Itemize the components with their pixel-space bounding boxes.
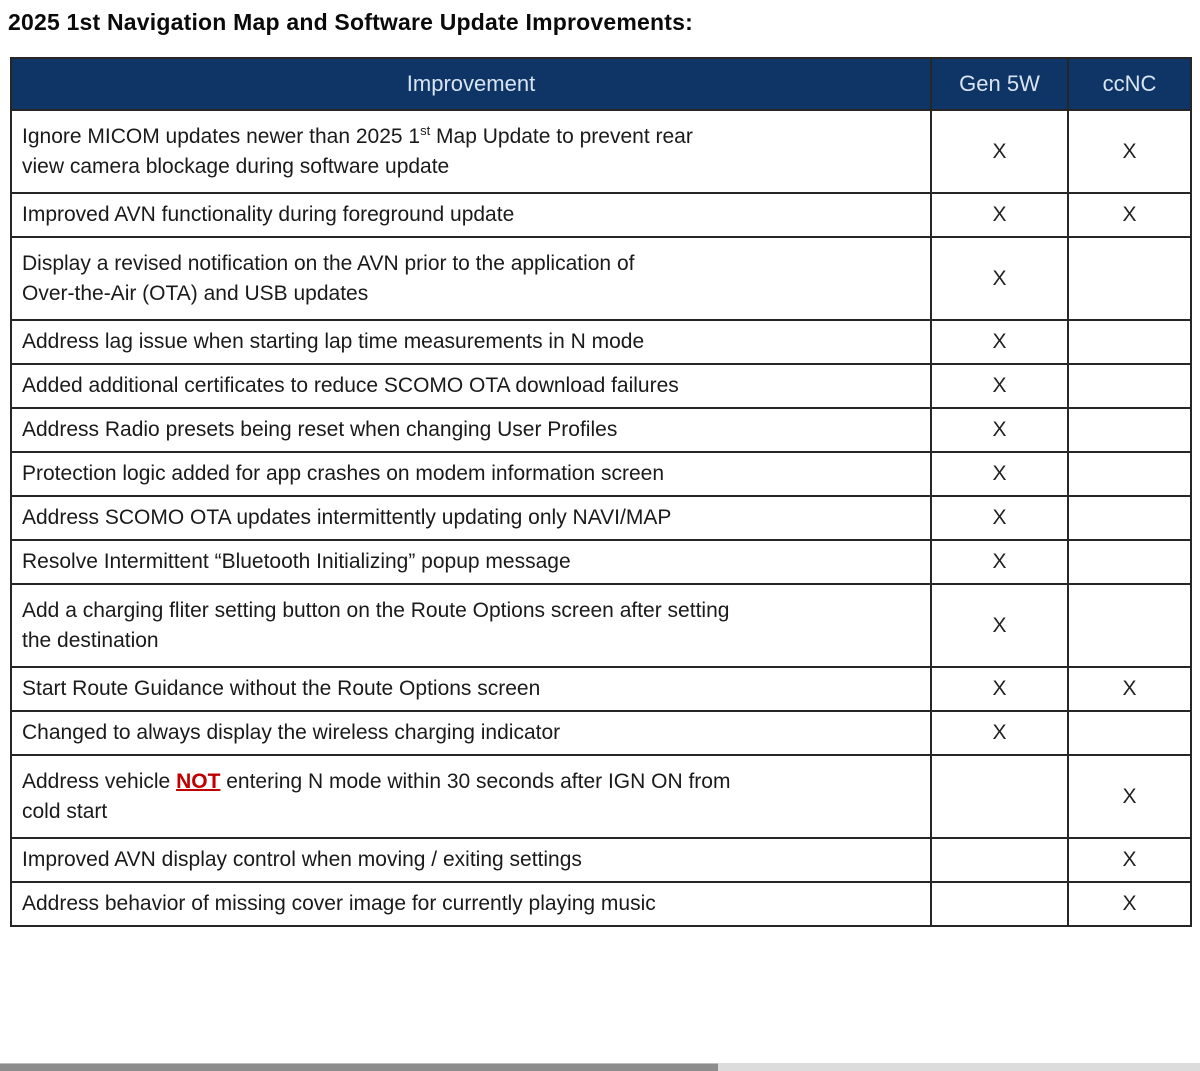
- gen5w-cell: X: [930, 451, 1069, 497]
- table-header-row: Improvement Gen 5W ccNC: [10, 57, 1192, 111]
- gen5w-cell: [930, 754, 1069, 839]
- improvements-table: Improvement Gen 5W ccNC Ignore MICOM upd…: [10, 57, 1192, 927]
- gen5w-cell: X: [930, 495, 1069, 541]
- ccnc-cell: [1067, 451, 1192, 497]
- table-row: Improved AVN display control when moving…: [10, 837, 1192, 883]
- improvement-text: Address SCOMO OTA updates intermittently…: [22, 506, 672, 530]
- improvement-text: Address vehicle: [22, 769, 177, 793]
- improvement-text: Display a revised notification on the AV…: [22, 251, 635, 275]
- improvement-cell: Ignore MICOM updates newer than 2025 1st…: [10, 109, 932, 194]
- table-body: Ignore MICOM updates newer than 2025 1st…: [10, 109, 1192, 927]
- table-row: Resolve Intermittent “Bluetooth Initiali…: [10, 539, 1192, 585]
- ccnc-cell: X: [1067, 109, 1192, 194]
- improvement-cell: Added additional certificates to reduce …: [10, 363, 932, 409]
- table-row: Ignore MICOM updates newer than 2025 1st…: [10, 109, 1192, 194]
- improvement-cell: Start Route Guidance without the Route O…: [10, 666, 932, 712]
- gen5w-cell: X: [930, 319, 1069, 365]
- gen5w-cell: X: [930, 539, 1069, 585]
- table-row: Add a charging fliter setting button on …: [10, 583, 1192, 668]
- improvement-text: Address lag issue when starting lap time…: [22, 330, 645, 354]
- table-row: Address lag issue when starting lap time…: [10, 319, 1192, 365]
- improvement-text: Added additional certificates to reduce …: [22, 374, 679, 398]
- improvement-text: Protection logic added for app crashes o…: [22, 462, 665, 486]
- improvement-cell: Address SCOMO OTA updates intermittently…: [10, 495, 932, 541]
- improvement-text: view camera blockage during software upd…: [22, 154, 450, 178]
- table-row: Address vehicle NOT entering N mode with…: [10, 754, 1192, 839]
- page-title: 2025 1st Navigation Map and Software Upd…: [8, 9, 693, 35]
- ccnc-cell: [1067, 319, 1192, 365]
- improvement-text: Over-the-Air (OTA) and USB updates: [22, 281, 369, 305]
- gen5w-cell: X: [930, 236, 1069, 321]
- improvement-cell: Address vehicle NOT entering N mode with…: [10, 754, 932, 839]
- gen5w-cell: X: [930, 192, 1069, 238]
- ccnc-cell: X: [1067, 192, 1192, 238]
- gen5w-cell: X: [930, 583, 1069, 668]
- superscript-text: st: [420, 122, 431, 138]
- improvement-cell: Protection logic added for app crashes o…: [10, 451, 932, 497]
- improvement-cell: Address Radio presets being reset when c…: [10, 407, 932, 453]
- ccnc-cell: X: [1067, 837, 1192, 883]
- ccnc-cell: [1067, 407, 1192, 453]
- ccnc-cell: [1067, 583, 1192, 668]
- progress-bar[interactable]: [0, 1063, 1200, 1071]
- gen5w-cell: X: [930, 407, 1069, 453]
- header-improvement: Improvement: [10, 57, 932, 111]
- improvement-cell: Display a revised notification on the AV…: [10, 236, 932, 321]
- gen5w-cell: X: [930, 666, 1069, 712]
- improvement-text: entering N mode within 30 seconds after …: [220, 769, 731, 793]
- ccnc-cell: X: [1067, 754, 1192, 839]
- improvement-text: Resolve Intermittent “Bluetooth Initiali…: [22, 550, 571, 574]
- table-row: Display a revised notification on the AV…: [10, 236, 1192, 321]
- improvement-text: Address Radio presets being reset when c…: [22, 418, 618, 442]
- improvement-cell: Resolve Intermittent “Bluetooth Initiali…: [10, 539, 932, 585]
- improvement-text: cold start: [22, 799, 108, 823]
- ccnc-cell: [1067, 539, 1192, 585]
- gen5w-cell: [930, 881, 1069, 927]
- improvement-text: Changed to always display the wireless c…: [22, 721, 561, 745]
- improvement-cell: Improved AVN functionality during foregr…: [10, 192, 932, 238]
- not-highlight: NOT: [176, 769, 221, 793]
- header-ccnc: ccNC: [1067, 57, 1192, 111]
- progress-bar-fill: [0, 1063, 718, 1071]
- improvement-text: Ignore MICOM updates newer than 2025 1: [22, 124, 421, 148]
- table-row: Improved AVN functionality during foregr…: [10, 192, 1192, 238]
- table-row: Protection logic added for app crashes o…: [10, 451, 1192, 497]
- table-row: Address SCOMO OTA updates intermittently…: [10, 495, 1192, 541]
- gen5w-cell: X: [930, 109, 1069, 194]
- gen5w-cell: X: [930, 710, 1069, 756]
- improvement-text: Improved AVN functionality during foregr…: [22, 203, 515, 227]
- improvement-cell: Changed to always display the wireless c…: [10, 710, 932, 756]
- gen5w-cell: [930, 837, 1069, 883]
- table-row: Address behavior of missing cover image …: [10, 881, 1192, 927]
- header-gen5w: Gen 5W: [930, 57, 1069, 111]
- ccnc-cell: [1067, 236, 1192, 321]
- improvement-cell: Improved AVN display control when moving…: [10, 837, 932, 883]
- improvement-text: Add a charging fliter setting button on …: [22, 598, 730, 622]
- improvement-text: the destination: [22, 628, 159, 652]
- improvement-text: Improved AVN display control when moving…: [22, 848, 582, 872]
- ccnc-cell: [1067, 495, 1192, 541]
- table-row: Added additional certificates to reduce …: [10, 363, 1192, 409]
- improvement-cell: Address behavior of missing cover image …: [10, 881, 932, 927]
- improvement-text: Address behavior of missing cover image …: [22, 892, 656, 916]
- improvement-text: Start Route Guidance without the Route O…: [22, 677, 541, 701]
- gen5w-cell: X: [930, 363, 1069, 409]
- ccnc-cell: [1067, 363, 1192, 409]
- table-row: Address Radio presets being reset when c…: [10, 407, 1192, 453]
- ccnc-cell: X: [1067, 881, 1192, 927]
- improvement-cell: Address lag issue when starting lap time…: [10, 319, 932, 365]
- table-row: Start Route Guidance without the Route O…: [10, 666, 1192, 712]
- improvement-cell: Add a charging fliter setting button on …: [10, 583, 932, 668]
- improvement-text: Map Update to prevent rear: [430, 124, 693, 148]
- ccnc-cell: X: [1067, 666, 1192, 712]
- table-row: Changed to always display the wireless c…: [10, 710, 1192, 756]
- ccnc-cell: [1067, 710, 1192, 756]
